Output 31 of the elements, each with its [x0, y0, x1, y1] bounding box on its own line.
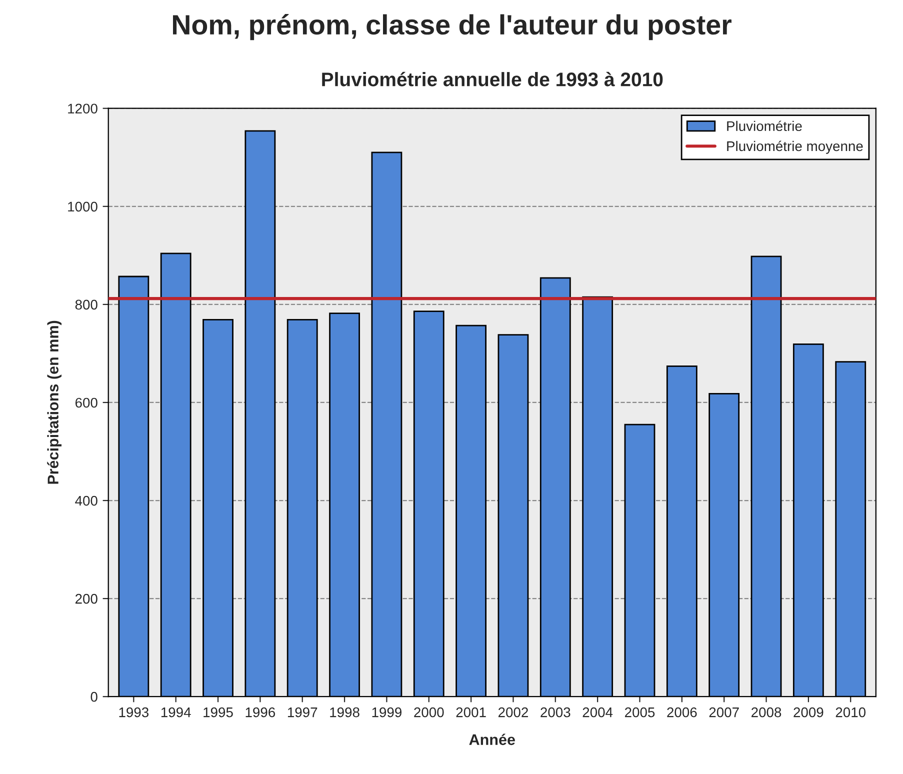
- y-tick-label: 200: [75, 594, 98, 604]
- x-tick-label: 2005: [624, 707, 655, 718]
- y-tick-label: 0: [90, 692, 98, 702]
- x-tick-label: 2006: [667, 707, 697, 718]
- x-axis-title: Année: [469, 734, 515, 746]
- y-tick-label: 1000: [68, 202, 98, 212]
- x-tick-label: 1995: [204, 707, 233, 718]
- x-tick-label: 2010: [836, 707, 866, 718]
- x-tick-label: 2003: [540, 707, 570, 718]
- x-tick-label: 1994: [161, 707, 191, 718]
- x-tick-label: 1999: [372, 707, 402, 718]
- text: Nom, prénom, classe de l'auteur du poster: [173, 14, 732, 40]
- x-tick-label: 2007: [709, 707, 739, 718]
- y-tick-label: 800: [75, 300, 98, 310]
- y-tick-label: 1200: [68, 104, 98, 114]
- x-tick-label: 2002: [498, 707, 528, 718]
- x-tick-label: 1998: [330, 707, 360, 718]
- x-tick-label: 1993: [119, 707, 149, 718]
- x-tick-label: 1996: [246, 707, 276, 718]
- chart-title: Pluviométrie annuelle de 1993 à 2010: [322, 72, 663, 86]
- x-tick-label: 2008: [752, 707, 782, 718]
- x-tick-label: 2004: [582, 707, 613, 718]
- x-tick-label: 2001: [456, 707, 486, 718]
- y-axis-title: Précipitations (en mm): [47, 320, 62, 484]
- x-tick-label: 2000: [414, 707, 444, 718]
- x-tick-label: 1997: [288, 707, 318, 718]
- y-tick-label: 600: [75, 398, 98, 408]
- y-tick-label: 400: [75, 496, 98, 506]
- legend-label: Pluviométrie moyenne: [727, 140, 863, 154]
- x-tick-label: 2009: [794, 707, 824, 718]
- legend-label: Pluviométrie: [727, 120, 802, 132]
